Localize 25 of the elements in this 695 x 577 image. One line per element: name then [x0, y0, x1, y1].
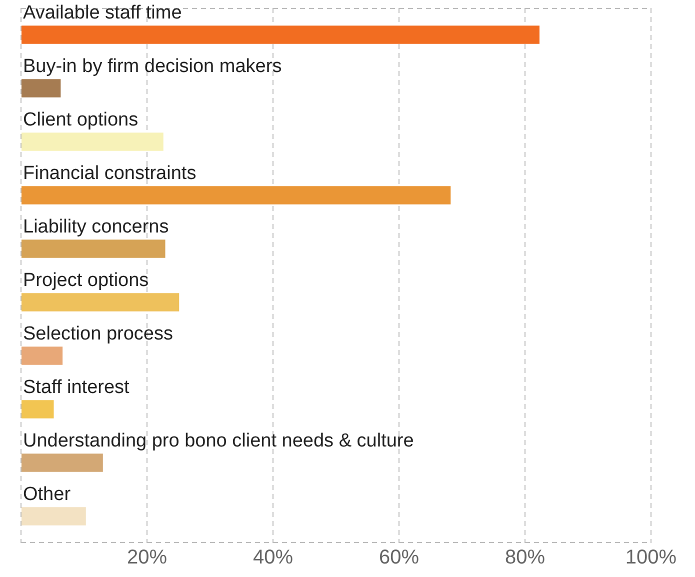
y-tick-label: Selection process [23, 323, 173, 344]
bar [22, 293, 180, 312]
y-tick-label: Understanding pro bono client needs & culture [23, 430, 414, 452]
x-tick-label: 80% [504, 546, 546, 569]
bar [22, 186, 451, 204]
bar [22, 240, 166, 258]
y-tick-label: Financial constraints [23, 162, 196, 184]
bar [22, 454, 103, 472]
bar [22, 346, 63, 365]
bar [22, 507, 86, 526]
y-tick-label: Available staff time [23, 2, 182, 24]
y-tick-label: Liability concerns [23, 216, 169, 238]
x-tick-label: 20% [126, 546, 168, 569]
bar [22, 132, 164, 151]
y-tick-label: Other [23, 484, 72, 505]
bar [22, 26, 540, 44]
x-tick-label: 100% [625, 546, 677, 569]
y-tick-label: Staff interest [23, 376, 130, 398]
x-tick-label: 60% [378, 546, 420, 569]
y-tick-label: Client options [23, 109, 138, 130]
x-tick-label: 40% [252, 546, 294, 569]
y-tick-label: Buy-in by firm decision makers [23, 56, 282, 77]
bar [22, 79, 61, 98]
y-tick-label: Project options [23, 270, 149, 291]
bar [22, 400, 54, 418]
